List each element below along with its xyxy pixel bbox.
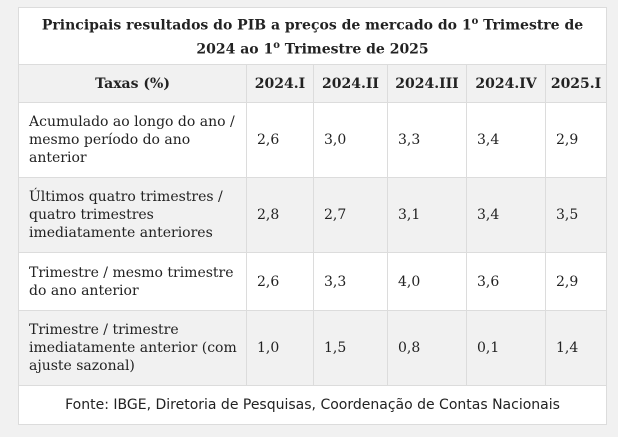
table-cell: 2,7 <box>313 177 388 253</box>
table-cell: 2,9 <box>544 252 608 311</box>
table-cell: 3,5 <box>544 177 608 253</box>
table-cell: 1,5 <box>313 310 388 386</box>
title-text-3: Trimestre de 2025 <box>279 41 429 58</box>
column-header: 2024.II <box>313 64 388 103</box>
column-header: 2024.III <box>387 64 467 103</box>
column-header: 2025.I <box>544 64 608 103</box>
row-label: Trimestre / mesmo trimestre do ano anter… <box>18 252 247 311</box>
title-text-2: Trimestre de 2024 ao 1 <box>196 18 584 58</box>
table-cell: 3,6 <box>466 252 546 311</box>
table-cell: 3,4 <box>466 102 546 178</box>
table-row: Trimestre / mesmo trimestre do ano anter… <box>18 252 608 311</box>
table-row: Acumulado ao longo do ano / mesmo períod… <box>18 102 608 178</box>
table-cell: 2,8 <box>246 177 314 253</box>
row-label: Últimos quatro trimestres / quatro trime… <box>18 177 247 253</box>
table-cell: 0,1 <box>466 310 546 386</box>
table-cell: 3,3 <box>313 252 388 311</box>
column-header: 2024.I <box>246 64 314 103</box>
table-cell: 3,4 <box>466 177 546 253</box>
title-text-1: Principais resultados do PIB a preços de… <box>41 18 472 34</box>
table-cell: 3,3 <box>387 102 467 178</box>
source-row: Fonte: IBGE, Diretoria de Pesquisas, Coo… <box>17 385 608 425</box>
table-cell: 1,0 <box>246 310 314 386</box>
title-row: Principais resultados do PIB a preços de… <box>17 7 608 65</box>
table-cell: 1,4 <box>544 310 608 386</box>
table-row: Últimos quatro trimestres / quatro trime… <box>18 177 608 253</box>
table-cell: 4,0 <box>387 252 467 311</box>
title-superscript-2: o <box>273 40 280 51</box>
column-header: Taxas (%) <box>18 64 247 103</box>
table-cell: 3,0 <box>313 102 388 178</box>
row-label: Acumulado ao longo do ano / mesmo períod… <box>18 102 247 178</box>
table-cell: 2,6 <box>246 252 314 311</box>
table-cell: 3,1 <box>387 177 467 253</box>
table-cell: 2,9 <box>544 102 608 178</box>
table-row: Trimestre / trimestre imediatamente ante… <box>18 310 608 386</box>
row-label: Trimestre / trimestre imediatamente ante… <box>18 310 247 386</box>
gdp-results-panel: Principais resultados do PIB a preços de… <box>17 7 608 425</box>
column-header: 2024.IV <box>466 64 546 103</box>
table-cell: 0,8 <box>387 310 467 386</box>
table-cell: 2,6 <box>246 102 314 178</box>
header-row: Taxas (%) 2024.I 2024.II 2024.III 2024.I… <box>18 64 608 103</box>
table-title: Principais resultados do PIB a preços de… <box>17 7 608 65</box>
title-superscript-1: o <box>471 16 479 28</box>
gdp-results-table: Principais resultados do PIB a preços de… <box>17 7 608 425</box>
source-note: Fonte: IBGE, Diretoria de Pesquisas, Coo… <box>17 385 608 425</box>
